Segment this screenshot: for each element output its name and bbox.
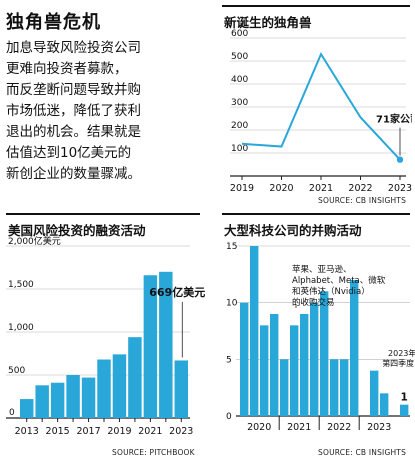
page-title: 独角兽危机 bbox=[6, 12, 101, 33]
chart-top-rule bbox=[222, 5, 410, 7]
x-tick-label: 2023 bbox=[367, 422, 391, 433]
bar bbox=[159, 271, 173, 418]
intro-line: 市场低迷，降低了获利 bbox=[6, 103, 141, 119]
bar bbox=[128, 337, 142, 418]
bar bbox=[340, 359, 349, 416]
y-tick-label: 400 bbox=[231, 75, 248, 85]
intro-line: 而反垄断问题导致并购 bbox=[6, 82, 141, 98]
y-tick-label: 10 bbox=[226, 299, 238, 309]
x-tick-label: 2021 bbox=[138, 426, 162, 437]
y-tick-label: 600 bbox=[231, 29, 248, 39]
bar bbox=[66, 375, 80, 418]
mna-bar-chart: 0 5 10 15 2020 2021 2022 2023 苹果、亚马逊、Alphabet、Me… bbox=[226, 242, 415, 433]
x-tick-label: 2021 bbox=[309, 183, 333, 194]
y-unit-label: 2,000亿美元 bbox=[8, 236, 61, 247]
bar bbox=[35, 385, 49, 418]
y-tick-label: 1,500 bbox=[8, 280, 34, 290]
annotation-label: 669亿美元 bbox=[149, 285, 205, 299]
y-tick-label: 500 bbox=[231, 52, 248, 62]
bar bbox=[174, 360, 188, 418]
quarter-note: 2023年 bbox=[388, 348, 415, 358]
bar bbox=[280, 359, 289, 416]
bar bbox=[350, 280, 359, 416]
intro-line: 加息导致风险投资公司 bbox=[6, 40, 141, 56]
bar bbox=[20, 399, 34, 418]
quarter-note: 第四季度 bbox=[382, 358, 414, 368]
unicorn-line-chart: 100 200 300 400 500 600 2019 2020 2021 2022 2023 71… bbox=[230, 29, 412, 194]
bar bbox=[270, 314, 279, 416]
series-line bbox=[241, 51, 401, 161]
x-tick-label: 2022 bbox=[348, 183, 372, 194]
x-tick-label: 2015 bbox=[46, 426, 70, 437]
bar bbox=[240, 302, 249, 416]
annotation-text: 的收购交易 bbox=[292, 297, 335, 308]
bar bbox=[370, 370, 379, 416]
x-tick-label: 2019 bbox=[230, 183, 254, 194]
x-tick-label: 2013 bbox=[15, 426, 39, 437]
x-tick-label: 2021 bbox=[287, 422, 311, 433]
bar bbox=[320, 291, 329, 416]
bar bbox=[380, 393, 389, 416]
vc-chart-title: 美国风险投资的融资活动 bbox=[8, 223, 146, 238]
chart-top-rule bbox=[222, 213, 410, 215]
bar bbox=[143, 275, 158, 418]
bar bbox=[290, 325, 299, 416]
x-tick-label: 2020 bbox=[269, 183, 293, 194]
x-tick-label: 2017 bbox=[76, 426, 100, 437]
bar bbox=[97, 359, 111, 418]
intro-text: 加息导致风险投资公司 更难向投资者募款， 而反垄断问题导致并购 市场低迷，降低了… bbox=[6, 38, 196, 185]
bar bbox=[300, 314, 309, 416]
annotation-text: 和英伟达（Nvidia） bbox=[292, 286, 370, 297]
y-tick-label: 200 bbox=[231, 121, 248, 131]
x-tick-label: 2023 bbox=[169, 426, 193, 437]
chart-top-rule bbox=[6, 213, 200, 215]
annotation-text: Alphabet、Meta、微软 bbox=[292, 275, 386, 286]
y-tick-label: 15 bbox=[226, 242, 237, 252]
last-value-label: 1 bbox=[401, 392, 408, 404]
mna-chart-source: SOURCE: CB INSIGHTS bbox=[318, 448, 407, 457]
y-tick-label: 500 bbox=[8, 366, 25, 376]
y-tick-label: 1,000 bbox=[8, 323, 34, 333]
intro-line: 退出的机会。结果就是 bbox=[6, 124, 141, 140]
unicorn-chart-source: SOURCE: CB INSIGHTS bbox=[318, 196, 407, 205]
x-tick-label: 2019 bbox=[107, 426, 131, 437]
y-tick-label: 5 bbox=[226, 355, 232, 365]
bar bbox=[310, 302, 319, 416]
x-tick-label: 2022 bbox=[327, 422, 351, 433]
annotation-label: 71家公司 bbox=[376, 113, 412, 126]
bar bbox=[260, 325, 269, 416]
unicorn-chart-title: 新诞生的独角兽 bbox=[224, 15, 312, 30]
y-tick-label: 0 bbox=[9, 408, 15, 418]
bar bbox=[112, 354, 127, 418]
bar bbox=[330, 359, 339, 416]
x-tick-label: 2020 bbox=[247, 422, 271, 433]
intro-line: 新创企业的数量骤减。 bbox=[6, 166, 141, 182]
y-tick-label: 0 bbox=[226, 412, 232, 422]
intro-line: 更难向投资者募款， bbox=[6, 61, 128, 77]
bar bbox=[250, 246, 259, 416]
x-tick-label: 2023 bbox=[388, 183, 412, 194]
intro-line: 估值达到10亿美元的 bbox=[6, 145, 132, 161]
y-tick-label: 100 bbox=[231, 144, 248, 154]
annotation-text: 苹果、亚马逊、 bbox=[292, 264, 352, 275]
mna-chart-title: 大型科技公司的并购活动 bbox=[224, 223, 362, 238]
bar bbox=[400, 404, 409, 416]
bar bbox=[50, 382, 65, 418]
vc-chart-source: SOURCE: PITCHBOOK bbox=[112, 448, 195, 457]
y-tick-label: 300 bbox=[231, 98, 248, 108]
data-point bbox=[396, 156, 404, 163]
bar bbox=[81, 377, 96, 418]
annotation-background bbox=[374, 111, 412, 126]
